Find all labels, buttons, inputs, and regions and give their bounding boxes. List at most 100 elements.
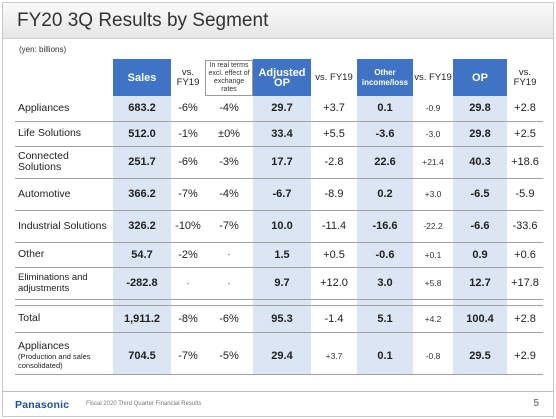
adj-op-cell: 9.7 [253, 267, 311, 300]
row-label: Appliances (Production and sales consoli… [15, 338, 113, 375]
other-income-cell: 3.0 [357, 267, 413, 300]
table-row: Appliances 683.2 -6% -4% 29.7 +3.7 0.1 -… [15, 96, 543, 122]
header-vs-fy19-adj: vs. FY19 [315, 71, 353, 83]
adj-op-cell: 33.4 [253, 121, 311, 147]
adj-op-cell: 29.7 [253, 96, 311, 122]
vs-cell: +2.8 [507, 304, 543, 333]
table-header-row: Sales vs. FY19 In real terms excl. effec… [15, 59, 543, 96]
table-row: Other 54.7 -2% - 1.5 +0.5 -0.6 +0.1 0.9 … [15, 242, 543, 268]
unit-note: (yen: billions) [19, 45, 67, 54]
row-label: Other [15, 242, 113, 268]
row-label: Automotive [15, 178, 113, 211]
header-real-terms-label: In real terms excl. effect of exchange r… [205, 59, 253, 96]
total-row: Total 1,911.2 -8% -6% 95.3 -1.4 5.1 +4.2… [15, 304, 543, 333]
other-income-cell: 0.1 [357, 96, 413, 122]
real-terms-cell: -7% [205, 210, 253, 243]
real-terms-cell: ±0% [205, 121, 253, 147]
row-label: Connected Solutions [15, 146, 113, 179]
vs-cell: -0.9 [413, 96, 453, 122]
row-label-main: Appliances [18, 340, 70, 353]
panasonic-logo: Panasonic [15, 399, 70, 411]
sales-cell: 512.0 [113, 121, 171, 147]
header-adjusted-op: Adjusted OP [253, 59, 311, 96]
header-vs-fy19-other: vs. FY19 [414, 71, 452, 83]
vs-cell: -0.8 [413, 338, 453, 375]
sales-cell: 326.2 [113, 210, 171, 243]
sales-cell: 251.7 [113, 146, 171, 179]
table-row: Industrial Solutions 326.2 -10% -7% 10.0… [15, 210, 543, 243]
vs-cell: -7% [171, 338, 205, 375]
op-cell: -6.5 [453, 178, 507, 211]
row-label-sub: (Production and sales consolidated) [18, 352, 91, 371]
real-terms-cell: -3% [205, 146, 253, 179]
appliances-consolidated-row: Appliances (Production and sales consoli… [15, 338, 543, 375]
vs-cell: +3.7 [311, 338, 357, 375]
adj-op-cell: 10.0 [253, 210, 311, 243]
other-income-cell: -0.6 [357, 242, 413, 268]
header-vs-fy19-sales: vs. FY19 [176, 66, 200, 88]
row-label: Industrial Solutions [15, 210, 113, 243]
vs-cell: -8.9 [311, 178, 357, 211]
vs-cell: -2.8 [311, 146, 357, 179]
adj-op-cell: 17.7 [253, 146, 311, 179]
other-income-cell: -16.6 [357, 210, 413, 243]
op-cell: 29.8 [453, 121, 507, 147]
other-income-cell: 5.1 [357, 304, 413, 333]
vs-cell: -10% [171, 210, 205, 243]
vs-cell: +0.5 [311, 242, 357, 268]
op-cell: 29.5 [453, 338, 507, 375]
op-cell: 100.4 [453, 304, 507, 333]
vs-cell: +4.2 [413, 304, 453, 333]
vs-cell: +0.6 [507, 242, 543, 268]
header-op: OP [453, 59, 507, 96]
footer-divider [3, 391, 553, 392]
vs-cell: +5.5 [311, 121, 357, 147]
real-terms-cell: - [205, 267, 253, 300]
table-row: Automotive 366.2 -7% -4% -6.7 -8.9 0.2 +… [15, 178, 543, 211]
vs-cell: +5.8 [413, 267, 453, 300]
op-cell: 29.8 [453, 96, 507, 122]
op-cell: 12.7 [453, 267, 507, 300]
sales-cell: 54.7 [113, 242, 171, 268]
vs-cell: +2.5 [507, 121, 543, 147]
header-vs-fy19-op: vs. FY19 [513, 66, 537, 88]
row-label: Life Solutions [15, 121, 113, 147]
footer-text: Fiscal 2020 Third Quarter Financial Resu… [86, 401, 202, 407]
vs-cell: -11.4 [311, 210, 357, 243]
other-income-cell: 0.2 [357, 178, 413, 211]
vs-cell: -6% [171, 146, 205, 179]
vs-cell: +17.8 [507, 267, 543, 300]
vs-cell: -6% [171, 96, 205, 122]
segment-results-table: Sales vs. FY19 In real terms excl. effec… [15, 59, 543, 375]
op-cell: 0.9 [453, 242, 507, 268]
page-title: FY20 3Q Results by Segment [17, 10, 269, 31]
row-label: Eliminations and adjustments [15, 267, 113, 300]
real-terms-cell: -4% [205, 178, 253, 211]
vs-cell: +12.0 [311, 267, 357, 300]
table-row: Eliminations and adjustments -282.8 - - … [15, 267, 543, 300]
adj-op-cell: -6.7 [253, 178, 311, 211]
table-row: Life Solutions 512.0 -1% ±0% 33.4 +5.5 -… [15, 121, 543, 147]
sales-cell: 1,911.2 [113, 304, 171, 333]
adj-op-cell: 29.4 [253, 338, 311, 375]
other-income-cell: 22.6 [357, 146, 413, 179]
vs-cell: -1.4 [311, 304, 357, 333]
separator-row [15, 299, 543, 305]
vs-cell: -2% [171, 242, 205, 268]
page-number: 5 [533, 398, 539, 409]
vs-cell: +0.1 [413, 242, 453, 268]
sales-cell: 683.2 [113, 96, 171, 122]
adj-op-cell: 1.5 [253, 242, 311, 268]
vs-cell: +2.9 [507, 338, 543, 375]
vs-cell: -7% [171, 178, 205, 211]
real-terms-cell: -5% [205, 338, 253, 375]
vs-cell: - [171, 267, 205, 300]
adj-op-cell: 95.3 [253, 304, 311, 333]
vs-cell: +21.4 [413, 146, 453, 179]
sales-cell: -282.8 [113, 267, 171, 300]
header-blank [15, 59, 113, 96]
table-row: Connected Solutions 251.7 -6% -3% 17.7 -… [15, 146, 543, 179]
header-other-income: Other income/loss [357, 59, 413, 96]
vs-cell: +2.8 [507, 96, 543, 122]
